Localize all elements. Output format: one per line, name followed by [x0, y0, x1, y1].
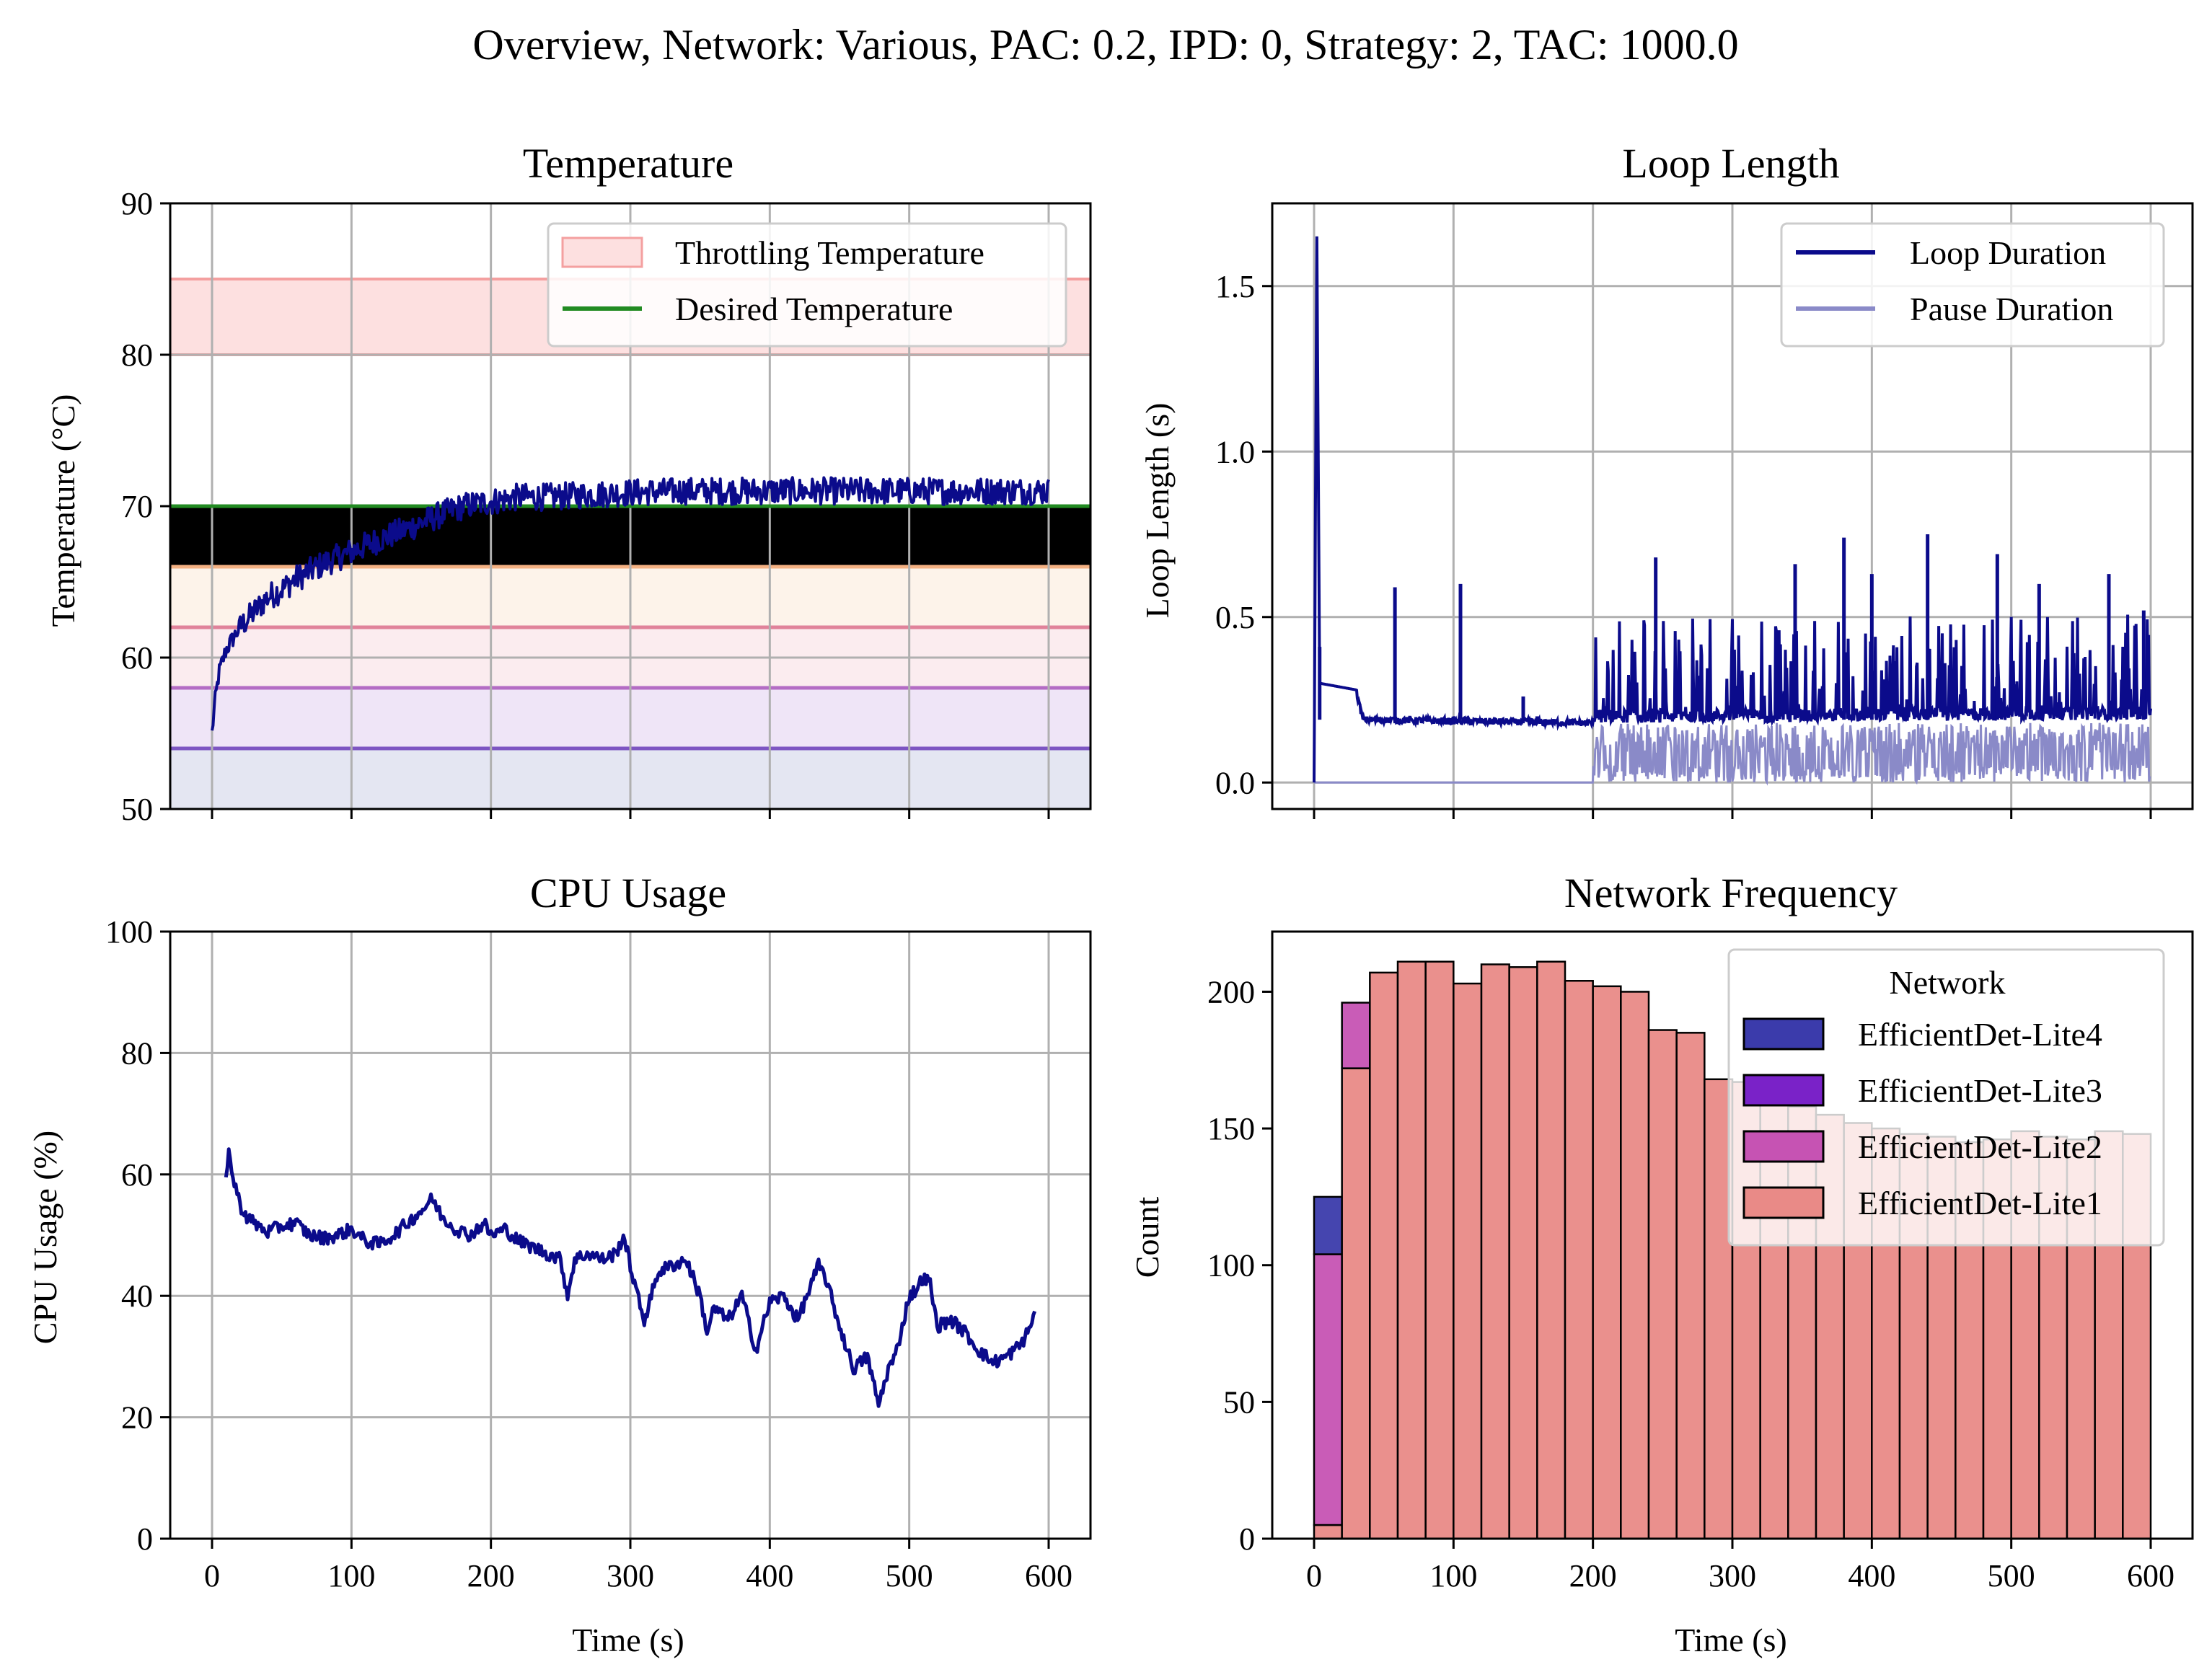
legend-label-lite2: EfficientDet-Lite2 — [1858, 1128, 2102, 1165]
loop-duration-line — [1313, 236, 2152, 783]
cpu-ytick-label: 60 — [121, 1157, 153, 1193]
cpu-ytick-label: 0 — [137, 1521, 153, 1557]
network-bar — [1313, 1195, 1343, 1255]
network-bar — [1508, 966, 1538, 1540]
temperature-legend-box — [547, 222, 1067, 348]
network-bar — [1453, 982, 1483, 1540]
cpu-xtick-label: 400 — [746, 1558, 793, 1593]
network-xtick-label: 200 — [1569, 1558, 1617, 1593]
legend-swatch-lite4 — [1742, 1017, 1825, 1051]
network-bar — [1564, 980, 1594, 1540]
cpu-title: CPU Usage — [530, 870, 726, 916]
loop-ytick-label: 0.0 — [1215, 765, 1255, 800]
loop-legend-box — [1780, 222, 2165, 348]
network-title: Network Frequency — [1564, 870, 1898, 916]
legend-swatch-lite3 — [1742, 1074, 1825, 1107]
cpu-xlabel: Time (s) — [572, 1622, 684, 1658]
cpu-xtick-label: 600 — [1025, 1558, 1072, 1593]
cpu-usage-line — [224, 1147, 1037, 1408]
loop-legend: Loop Duration Pause Duration — [1780, 222, 2165, 348]
network-bar — [1341, 1002, 1371, 1069]
network-spines — [1271, 930, 2194, 1540]
network-bar — [1313, 1253, 1343, 1526]
temperature-spines — [169, 202, 1092, 810]
network-xtick-label: 400 — [1848, 1558, 1895, 1593]
loop-ylabel: Loop Length (s) — [1139, 403, 1176, 619]
network-bar — [1536, 960, 1567, 1540]
cpu-ylabel: CPU Usage (%) — [27, 1131, 63, 1344]
legend-label-pause-duration: Pause Duration — [1910, 291, 2113, 327]
network-ylabel: Count — [1129, 1197, 1166, 1278]
network-bar — [1675, 1032, 1706, 1540]
panel-network-frequency: Network Frequency Count Time (s) 0 100 200… — [1129, 870, 2194, 1658]
legend-swatch-lite1 — [1742, 1186, 1825, 1219]
network-bar — [1592, 985, 1622, 1540]
temperature-ylabel: Temperature (°C) — [45, 394, 81, 627]
network-xtick-label: 300 — [1709, 1558, 1756, 1593]
legend-label-throttling: Throttling Temperature — [675, 234, 984, 271]
network-bar — [1396, 960, 1427, 1540]
legend-label-lite3: EfficientDet-Lite3 — [1858, 1072, 2102, 1109]
network-legend: Network EfficientDet-Lite4 EfficientDet-… — [1727, 948, 2165, 1247]
legend-swatch-lite2 — [1742, 1130, 1825, 1163]
legend-swatch-throttling — [561, 236, 643, 268]
legend-label-desired: Desired Temperature — [675, 291, 953, 327]
network-xlabel: Time (s) — [1675, 1622, 1787, 1658]
network-ytick-label: 0 — [1239, 1521, 1255, 1557]
network-ytick-label: 50 — [1223, 1384, 1255, 1420]
panel-cpu-usage: CPU Usage CPU Usage (%) Time (s) 0 100 200… — [27, 870, 1092, 1658]
loop-ytick-label: 0.5 — [1215, 600, 1255, 635]
cpu-spines — [169, 930, 1092, 1540]
cpu-xtick-label: 0 — [204, 1558, 220, 1593]
network-ytick-label: 100 — [1207, 1248, 1255, 1283]
legend-label-loop-duration: Loop Duration — [1910, 234, 2106, 271]
network-xtick-label: 500 — [1988, 1558, 2035, 1593]
network-ytick-label: 200 — [1207, 974, 1255, 1009]
loop-ytick-label: 1.5 — [1215, 269, 1255, 304]
network-bar — [1620, 991, 1650, 1540]
cpu-xtick-label: 300 — [607, 1558, 654, 1593]
pause-duration-line — [1314, 722, 2151, 786]
loop-ytick-label: 1.0 — [1215, 434, 1255, 469]
cpu-xtick-label: 100 — [327, 1558, 375, 1593]
temperature-ytick-label: 70 — [121, 489, 153, 524]
cpu-ytick-label: 40 — [121, 1278, 153, 1314]
figure-suptitle: Overview, Network: Various, PAC: 0.2, IP… — [472, 21, 1738, 68]
cpu-ytick-label: 20 — [121, 1400, 153, 1436]
network-xtick-label: 100 — [1429, 1558, 1477, 1593]
cpu-ytick-label: 100 — [105, 914, 153, 950]
panel-loop-length: Loop Length Loop Length (s) 0.0 0.5 1.0 1.5… — [1139, 140, 2194, 819]
network-legend-title: Network — [1890, 964, 2006, 1001]
temperature-ytick-label: 80 — [121, 337, 153, 373]
network-bar — [1313, 1524, 1343, 1540]
network-ytick-label: 150 — [1207, 1111, 1255, 1146]
network-bar — [1341, 1067, 1371, 1540]
cpu-xtick-label: 500 — [886, 1558, 933, 1593]
temperature-title: Temperature — [523, 140, 733, 187]
legend-label-lite4: EfficientDet-Lite4 — [1858, 1016, 2102, 1053]
temperature-legend: Throttling Temperature Desired Temperatu… — [547, 222, 1067, 348]
network-bar — [1480, 963, 1510, 1540]
temperature-ytick-label: 50 — [121, 792, 153, 827]
loop-title: Loop Length — [1622, 140, 1839, 187]
network-bar — [1369, 971, 1399, 1540]
network-legend-box — [1727, 948, 2165, 1247]
temperature-series-line — [211, 476, 1050, 731]
legend-label-lite1: EfficientDet-Lite1 — [1858, 1185, 2102, 1221]
network-bar — [1424, 960, 1455, 1540]
network-bar — [1647, 1029, 1678, 1540]
loop-spines — [1271, 202, 2194, 810]
cpu-plot-area: 0 100 200 300 400 500 600 0 20 40 60 80 100 — [105, 914, 1092, 1593]
cpu-ytick-label: 80 — [121, 1035, 153, 1071]
panel-temperature: Temperature Temperature (°C) 5060708090 … — [45, 140, 1092, 827]
network-xtick-label: 0 — [1306, 1558, 1322, 1593]
temperature-ytick-label: 90 — [121, 186, 153, 221]
cpu-xtick-label: 200 — [467, 1558, 515, 1593]
temperature-ytick-label: 60 — [121, 640, 153, 676]
network-xtick-label: 600 — [2127, 1558, 2174, 1593]
